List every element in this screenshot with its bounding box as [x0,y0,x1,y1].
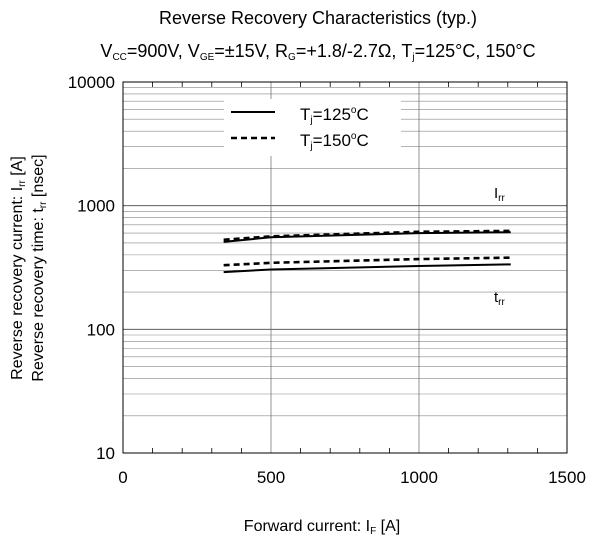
series-line-trr-125c [223,263,511,274]
y-tick-label: 100 [87,320,115,339]
series-lines [223,229,511,274]
x-tick-label: 0 [118,468,127,487]
series-label-irr: Irr [494,185,506,204]
series-line-trr-150c [223,256,511,267]
legend-label-125: Tj=125oC [300,105,369,126]
plot-frame [122,81,568,454]
y-axis-label-current: Reverse recovery current: Irr [A] [9,156,28,380]
chart-subtitle: VCC=900V, VGE=±15V, RG=+1.8/-2.7Ω, Tj=12… [100,41,535,63]
legend-label-150: Tj=150oC [300,131,369,152]
x-axis-label: Forward current: IF [A] [244,518,400,537]
legend-box [224,99,401,156]
legend: Tj=125oC Tj=150oC [224,99,401,156]
y-tick-label: 10000 [68,73,115,92]
x-tick-labels: 0 500 1000 1500 [118,468,586,487]
y-tick-label: 10 [96,444,115,463]
y-tick-labels: 10 100 1000 10000 [68,73,115,463]
x-tick-label: 1000 [400,468,438,487]
y-axis-label-time: Reverse recovery time: trr [nsec] [30,154,49,381]
series-line-irr-150c [223,229,511,242]
y-tick-label: 1000 [77,197,115,216]
series-label-trr: trr [494,289,506,308]
x-tick-label: 1500 [548,468,586,487]
chart-title: Reverse Recovery Characteristics (typ.) [159,8,477,28]
x-tick-label: 500 [257,468,285,487]
